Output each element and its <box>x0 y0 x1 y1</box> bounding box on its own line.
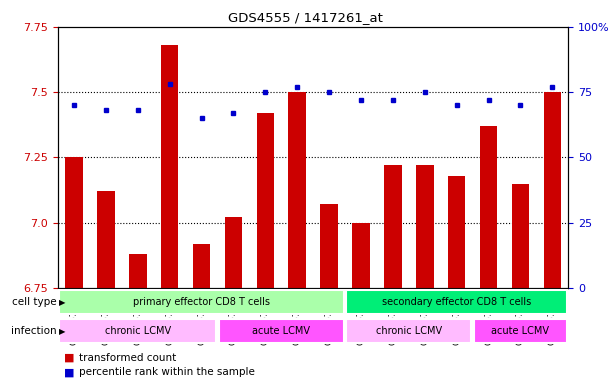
Bar <box>257 113 274 288</box>
Bar <box>352 223 370 288</box>
Text: acute LCMV: acute LCMV <box>252 326 310 336</box>
Text: secondary effector CD8 T cells: secondary effector CD8 T cells <box>382 297 531 308</box>
Bar <box>59 319 216 343</box>
Bar <box>474 319 567 343</box>
Bar <box>288 92 306 288</box>
Bar <box>59 290 344 314</box>
Bar <box>544 92 561 288</box>
Bar <box>129 254 147 288</box>
Text: cell type: cell type <box>12 297 57 308</box>
Text: ■: ■ <box>64 353 75 363</box>
Text: chronic LCMV: chronic LCMV <box>104 326 171 336</box>
Bar <box>448 176 466 288</box>
Bar <box>346 290 567 314</box>
Bar <box>161 45 178 288</box>
Bar <box>65 157 82 288</box>
Text: infection: infection <box>11 326 57 336</box>
Text: ■: ■ <box>64 367 75 377</box>
Bar <box>346 319 471 343</box>
Text: percentile rank within the sample: percentile rank within the sample <box>79 367 255 377</box>
Text: primary effector CD8 T cells: primary effector CD8 T cells <box>133 297 270 308</box>
Bar <box>225 217 242 288</box>
Bar <box>384 165 401 288</box>
Bar <box>192 243 210 288</box>
Text: GDS4555 / 1417261_at: GDS4555 / 1417261_at <box>228 12 383 25</box>
Bar <box>416 165 434 288</box>
Text: acute LCMV: acute LCMV <box>491 326 549 336</box>
Text: ▶: ▶ <box>59 298 66 307</box>
Text: chronic LCMV: chronic LCMV <box>376 326 442 336</box>
Bar <box>480 126 497 288</box>
Bar <box>97 191 115 288</box>
Bar <box>511 184 529 288</box>
Text: ▶: ▶ <box>59 327 66 336</box>
Text: transformed count: transformed count <box>79 353 177 363</box>
Bar <box>320 204 338 288</box>
Bar <box>219 319 344 343</box>
